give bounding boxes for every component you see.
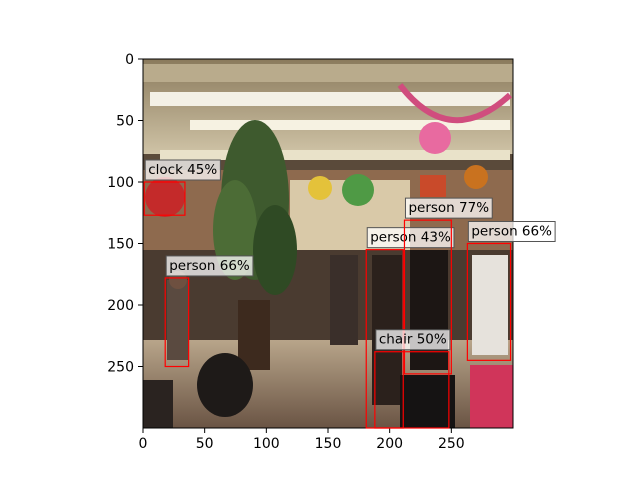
palm-plant xyxy=(213,120,297,370)
x-tick-label: 50 xyxy=(196,436,214,452)
y-axis: 0 50 100 150 200 250 xyxy=(107,52,143,376)
detection-box xyxy=(164,277,190,368)
x-tick-label: 200 xyxy=(376,436,403,452)
detection-label-background xyxy=(467,221,556,242)
detection-label: clock 45% xyxy=(148,162,217,178)
detection-label: person 43% xyxy=(370,230,451,246)
detection: chair 50% xyxy=(374,329,451,429)
detection-label: person 77% xyxy=(408,200,489,216)
detection-label: person 66% xyxy=(169,258,250,274)
detections: clock 45% person 66% person 43% person 77% p… xyxy=(143,159,556,429)
y-tick-label: 150 xyxy=(107,237,134,253)
y-tick-label: 50 xyxy=(116,114,134,130)
detection-label-background xyxy=(375,329,451,351)
y-tick-label: 250 xyxy=(107,360,134,376)
detection: person 66% xyxy=(466,221,556,361)
ceiling-light xyxy=(150,92,510,106)
detection: person 66% xyxy=(164,255,254,368)
detection-label-background xyxy=(165,255,254,277)
detection: clock 45% xyxy=(143,159,221,216)
y-tick-label: 0 xyxy=(125,52,134,68)
detection-box xyxy=(374,351,450,429)
y-tick-label: 200 xyxy=(107,298,134,314)
detection-box xyxy=(466,242,512,361)
x-tick-label: 150 xyxy=(315,436,342,452)
x-tick-label: 250 xyxy=(438,436,465,452)
y-tick-label: 100 xyxy=(107,175,134,191)
x-tick-label: 0 xyxy=(139,436,148,452)
detection-label-background xyxy=(366,227,455,249)
x-axis: 0 50 100 150 200 250 xyxy=(139,428,465,452)
detection-label: person 66% xyxy=(471,224,552,240)
photo xyxy=(143,59,513,428)
detection-label: chair 50% xyxy=(379,332,447,348)
detection-label-background xyxy=(144,159,221,181)
detection-label-background xyxy=(404,197,493,219)
detection: person 77% xyxy=(403,197,493,375)
paper-fan-decoration xyxy=(419,122,451,154)
detection-box xyxy=(403,219,452,375)
detection-box xyxy=(143,181,186,216)
x-tick-label: 100 xyxy=(253,436,280,452)
